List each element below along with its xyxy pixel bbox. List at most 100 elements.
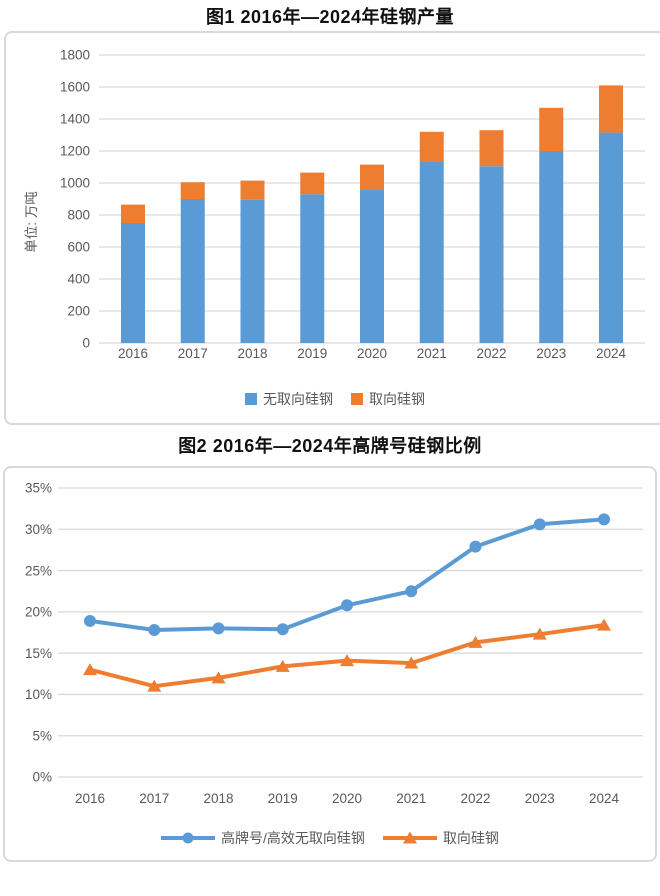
figure1-bars [121, 85, 623, 343]
bar-2024-non-oriented [599, 132, 623, 343]
x-tick-label: 2020 [357, 346, 387, 361]
circle-marker-2016 [84, 614, 96, 627]
bar-2019-oriented [300, 172, 325, 195]
y-tick-label: 30% [25, 522, 52, 537]
triangle-marker-2016 [83, 663, 97, 676]
circle-marker-2020 [341, 599, 353, 612]
figure2-legend: 高牌号/高效无取向硅钢 取向硅钢 [5, 828, 655, 848]
legend-triangle-marker [402, 831, 417, 844]
x-tick-label: 2017 [139, 791, 169, 806]
y-tick-label: 1800 [60, 48, 90, 63]
circle-marker-2023 [533, 518, 546, 531]
triangle-marker-2023 [532, 627, 547, 640]
legend-label-non-oriented: 无取向硅钢 [263, 391, 333, 407]
blue-line-circle-icon [161, 831, 216, 845]
x-tick-label: 2024 [589, 791, 620, 806]
y-tick-label: 1600 [60, 80, 90, 95]
y-tick-label: 200 [67, 304, 90, 319]
non-oriented-swatch-icon [245, 393, 257, 405]
line-series-0 [88, 517, 606, 632]
triangle-marker-2021 [404, 656, 419, 669]
figure1-title: 图1 2016年—2024年硅钢产量 [205, 7, 455, 27]
x-tick-label: 2021 [417, 346, 447, 361]
circle-marker-2019 [276, 623, 289, 636]
x-tick-label: 2024 [596, 346, 627, 361]
x-tick-label: 2022 [460, 791, 490, 806]
y-tick-label: 800 [67, 208, 90, 223]
circle-marker-2022 [469, 540, 482, 553]
y-tick-label: 1400 [60, 112, 90, 127]
markers-series-1 [83, 618, 611, 692]
y-tick-label: 1000 [60, 176, 90, 191]
legend-item-oriented: 取向硅钢 [351, 389, 425, 409]
figure1-legend: 无取向硅钢 取向硅钢 [6, 389, 660, 409]
bar-2017-non-oriented [180, 199, 205, 343]
bar-2020-oriented [360, 164, 384, 190]
x-tick-label: 2023 [536, 346, 566, 361]
figure2-x-tick-labels: 2016 2017 2018 2019 2020 2021 2022 2023 2024 [75, 791, 620, 806]
legend-label-high-grade: 高牌号/高效无取向硅钢 [221, 830, 365, 846]
legend-circle-marker [182, 832, 194, 844]
triangle-marker-2024 [597, 618, 611, 631]
legend-item-non-oriented: 无取向硅钢 [245, 389, 333, 409]
bar-2021-non-oriented [419, 161, 444, 343]
x-tick-label: 2022 [476, 346, 506, 361]
x-tick-label: 2019 [268, 791, 298, 806]
y-tick-label: 0% [32, 770, 52, 785]
triangle-marker-2019 [275, 659, 290, 672]
bar-2018-oriented [240, 180, 265, 200]
markers-series-0 [84, 513, 610, 637]
bar-2022-non-oriented [479, 166, 504, 343]
y-tick-label: 25% [25, 563, 52, 578]
y-tick-label: 10% [25, 687, 52, 702]
figure1-x-tick-labels: 2016 2017 2018 2019 2020 2021 2022 2023 2024 [118, 346, 627, 361]
figure2-gridlines [58, 487, 643, 778]
triangle-marker-2022 [468, 635, 483, 648]
orange-line-triangle-icon [382, 831, 437, 845]
circle-marker-2021 [405, 585, 418, 598]
bar-2017-oriented [180, 182, 205, 199]
oriented-swatch-icon [351, 393, 363, 405]
bar-2021-oriented [419, 131, 444, 162]
y-tick-label: 600 [67, 240, 90, 255]
circle-marker-2017 [148, 624, 161, 637]
bar-2023-oriented [539, 107, 564, 151]
circle-marker-2018 [212, 622, 225, 635]
y-tick-label: 5% [32, 728, 52, 743]
x-tick-label: 2020 [332, 791, 362, 806]
bar-2024-oriented [599, 85, 623, 133]
circle-marker-2024 [598, 513, 610, 526]
figure2-panel: 0% 5% 10% 15% 20% 25% 30% 35% 2016 2017 2018 2019 20… [3, 466, 657, 862]
bar-2018-non-oriented [240, 199, 265, 343]
x-tick-label: 2016 [75, 791, 105, 806]
y-tick-label: 0 [82, 336, 90, 351]
bar-2022-oriented [479, 130, 504, 167]
x-tick-label: 2018 [203, 791, 233, 806]
figure2-y-tick-labels: 0% 5% 10% 15% 20% 25% 30% 35% [25, 481, 52, 785]
bar-2019-non-oriented [300, 194, 325, 343]
triangle-marker-2017 [147, 679, 162, 692]
bar-2023-non-oriented [539, 151, 564, 343]
x-tick-label: 2017 [178, 346, 208, 361]
x-tick-label: 2019 [297, 346, 327, 361]
figure2-line-chart: 0% 5% 10% 15% 20% 25% 30% 35% 2016 2017 2018 2019 20… [25, 481, 643, 806]
legend-item-oriented-line: 取向硅钢 [382, 828, 499, 848]
y-tick-label: 15% [25, 646, 52, 661]
figure1-panel: 单位: 万吨 0 200 400 600 800 1000 1200 1400 1600 1800… [4, 31, 660, 425]
figure2-title: 图2 2016年—2024年高牌号硅钢比例 [178, 436, 482, 456]
legend-item-high-grade: 高牌号/高效无取向硅钢 [161, 828, 365, 848]
triangle-marker-2018 [211, 671, 226, 684]
figure1-stacked-bar-chart: 0 200 400 600 800 1000 1200 1400 1600 1800 2016 201… [60, 48, 645, 361]
legend-label-oriented-line: 取向硅钢 [442, 830, 499, 846]
y-tick-label: 400 [67, 272, 90, 287]
figure1-y-tick-labels: 0 200 400 600 800 1000 1200 1400 1600 1800 [60, 48, 90, 351]
bar-2016-non-oriented [121, 223, 145, 343]
y-tick-label: 20% [25, 605, 52, 620]
y-tick-label: 35% [25, 481, 52, 496]
legend-label-oriented: 取向硅钢 [369, 391, 425, 407]
x-tick-label: 2021 [396, 791, 426, 806]
x-tick-label: 2016 [118, 346, 148, 361]
y-tick-label: 1200 [60, 144, 90, 159]
